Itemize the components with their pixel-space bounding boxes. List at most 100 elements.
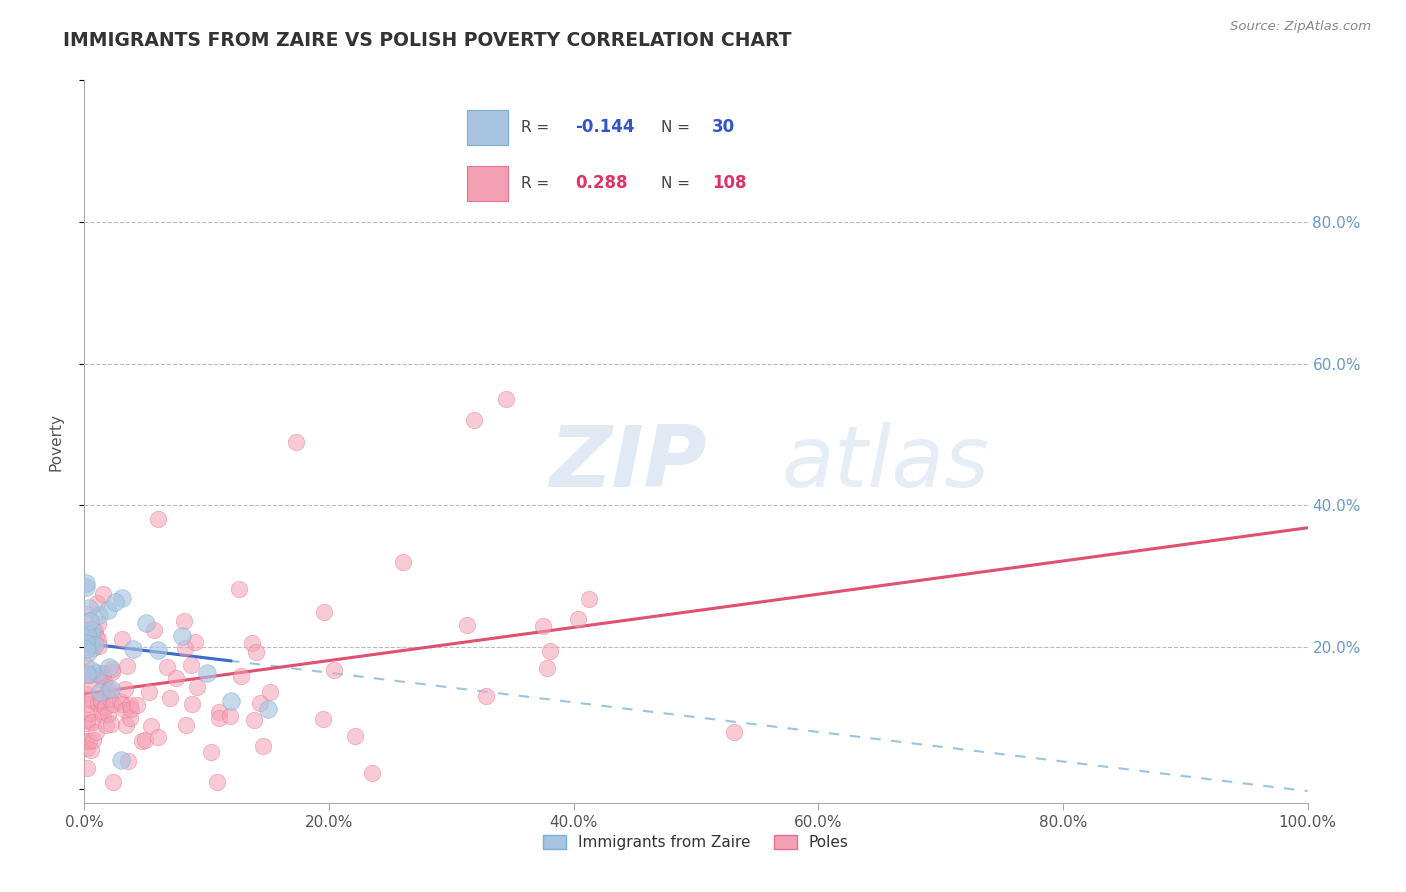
Point — [114, 703, 136, 717]
Text: ZIP: ZIP — [550, 422, 707, 505]
Point — [91, 669, 114, 683]
Point — [131, 734, 153, 748]
Point — [93, 673, 115, 688]
Point — [97, 707, 120, 722]
Point — [110, 753, 132, 767]
Point — [100, 717, 122, 731]
Point — [79, 668, 101, 682]
Point — [76, 627, 98, 641]
Point — [125, 698, 148, 712]
Point — [100, 681, 122, 696]
Point — [91, 587, 114, 601]
Point — [538, 643, 561, 657]
Point — [114, 682, 136, 697]
Point — [229, 669, 252, 683]
Point — [77, 600, 100, 615]
Point — [75, 658, 97, 673]
Point — [146, 730, 169, 744]
Point — [120, 702, 142, 716]
Point — [86, 633, 108, 648]
Point — [77, 697, 100, 711]
Point — [101, 698, 124, 712]
Point — [111, 697, 134, 711]
Point — [723, 725, 745, 739]
Point — [245, 645, 267, 659]
Point — [257, 702, 280, 716]
Point — [142, 623, 165, 637]
Point — [76, 713, 98, 727]
Point — [75, 640, 97, 654]
Point — [80, 636, 103, 650]
Point — [186, 680, 208, 694]
Point — [195, 665, 218, 680]
Point — [75, 687, 97, 701]
Point — [89, 685, 111, 699]
Point — [90, 704, 112, 718]
Point — [463, 413, 485, 427]
Point — [531, 619, 554, 633]
Point — [84, 638, 107, 652]
Point — [118, 711, 141, 725]
Point — [240, 636, 263, 650]
Point — [156, 659, 179, 673]
Point — [80, 714, 103, 729]
Point — [89, 667, 111, 681]
Point — [97, 603, 120, 617]
Point — [98, 681, 121, 696]
Point — [82, 732, 104, 747]
Point — [84, 624, 107, 639]
Point — [91, 665, 114, 680]
Point — [75, 734, 97, 748]
Point — [219, 693, 242, 707]
Point — [75, 580, 97, 594]
Point — [77, 733, 100, 747]
Point — [79, 706, 101, 721]
Point — [172, 629, 194, 643]
Point — [134, 733, 156, 747]
Point — [361, 765, 384, 780]
Point — [114, 718, 136, 732]
Point — [86, 596, 108, 610]
Point — [80, 663, 103, 677]
Point — [180, 657, 202, 672]
Point — [93, 707, 115, 722]
Point — [259, 685, 281, 699]
Point — [82, 693, 104, 707]
Point — [285, 434, 308, 449]
Point — [101, 665, 124, 679]
Text: atlas: atlas — [782, 422, 990, 505]
Point — [87, 696, 110, 710]
Point — [536, 661, 558, 675]
Point — [228, 582, 250, 596]
Point — [76, 624, 98, 638]
Point — [79, 625, 101, 640]
Point — [79, 614, 101, 628]
Point — [243, 714, 266, 728]
Point — [218, 708, 240, 723]
Point — [312, 712, 335, 726]
Point — [96, 683, 118, 698]
Point — [101, 662, 124, 676]
Point — [80, 624, 103, 638]
Point — [76, 667, 98, 681]
Point — [90, 693, 112, 707]
Point — [111, 632, 134, 646]
Point — [183, 635, 205, 649]
Legend: Immigrants from Zaire, Poles: Immigrants from Zaire, Poles — [537, 830, 855, 856]
Point — [207, 774, 229, 789]
Point — [578, 592, 600, 607]
Point — [312, 605, 335, 619]
Point — [165, 671, 187, 685]
Point — [90, 696, 112, 710]
Point — [115, 658, 138, 673]
Point — [146, 512, 169, 526]
Point — [159, 690, 181, 705]
Point — [456, 618, 478, 632]
Point — [173, 640, 195, 655]
Point — [200, 745, 222, 759]
Point — [87, 617, 110, 632]
Point — [76, 740, 98, 755]
Point — [94, 699, 117, 714]
Point — [138, 685, 160, 699]
Point — [75, 607, 97, 622]
